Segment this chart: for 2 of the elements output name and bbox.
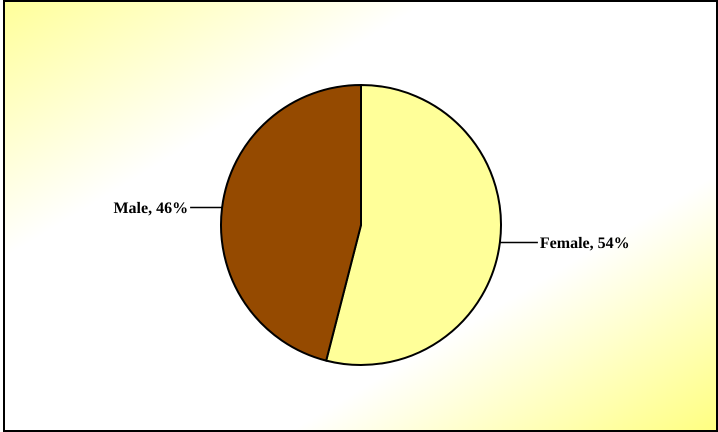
slice-label: Female, 54% [540, 235, 630, 252]
slice-label: Male, 46% [113, 200, 188, 218]
